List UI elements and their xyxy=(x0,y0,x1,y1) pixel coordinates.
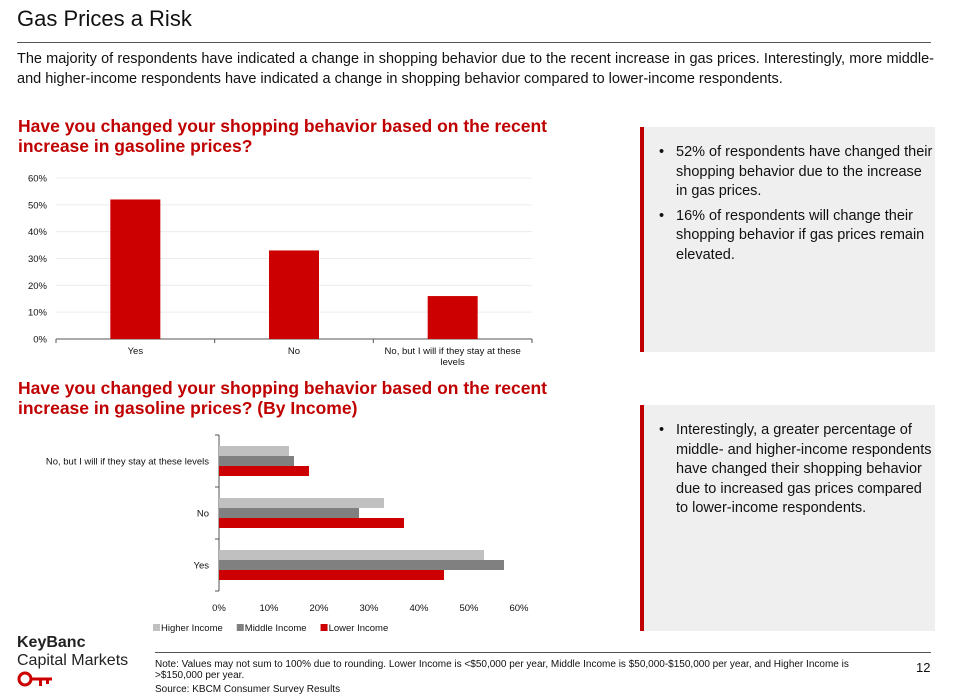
callout-income-bullet-1: Interestingly, a greater percentage of m… xyxy=(644,421,935,519)
page-title: Gas Prices a Risk xyxy=(17,6,192,31)
callout-overall-bullet-1: 52% of respondents have changed their sh… xyxy=(644,143,935,202)
legend-label-higher-income: Higher Income xyxy=(161,623,223,634)
callout-overall: 52% of respondents have changed their sh… xyxy=(640,127,935,352)
legend-label-lower-income: Lower Income xyxy=(329,623,389,634)
middle-income-bar xyxy=(219,508,359,518)
bar-2 xyxy=(269,250,319,339)
legend-swatch-higher-income xyxy=(153,624,160,631)
higher-income-bar xyxy=(219,498,384,508)
x-tick-label: 10% xyxy=(259,603,279,614)
title-divider xyxy=(17,42,931,43)
page-number: 12 xyxy=(916,660,931,675)
lower-income-bar xyxy=(219,466,309,476)
x-tick-label: 0% xyxy=(212,603,226,614)
y-tick-label: 10% xyxy=(28,308,48,319)
y-category-label: No, but I will if they stay at these lev… xyxy=(46,457,209,468)
x-tick-label: 60% xyxy=(509,603,529,614)
bar-1 xyxy=(110,199,161,339)
legend-label-middle-income: Middle Income xyxy=(245,623,307,634)
lower-income-bar xyxy=(219,570,444,580)
key-icon xyxy=(17,671,52,687)
callout-overall-bullet-2: 16% of respondents will change their sho… xyxy=(644,207,935,266)
lower-income-bar xyxy=(219,518,404,528)
callout-income: Interestingly, a greater percentage of m… xyxy=(640,405,935,631)
chart2-heading: Have you changed your shopping behavior … xyxy=(18,378,547,418)
overall-behavior-chart: 0% 10% 20% 30% 40% 50% 60% Yes No No, but I will … xyxy=(28,174,533,368)
x-tick-label: 20% xyxy=(309,603,329,614)
legend-swatch-middle-income xyxy=(236,624,244,631)
legend-swatch-lower-income xyxy=(320,624,328,631)
x-tick-label: 50% xyxy=(459,603,479,614)
y-tick-label: 20% xyxy=(28,281,48,292)
bar-3 xyxy=(427,296,478,339)
higher-income-bar xyxy=(219,446,289,456)
middle-income-bar xyxy=(219,456,294,466)
y-category-label: Yes xyxy=(194,561,210,572)
y-tick-label: 0% xyxy=(33,335,47,346)
y-tick-label: 30% xyxy=(28,254,48,265)
y-tick-label: 40% xyxy=(28,227,48,238)
logo-capital-markets: Capital Markets xyxy=(17,652,129,669)
middle-income-bar xyxy=(219,560,504,570)
x-category-label: No, but I will if they stay at these leve… xyxy=(385,346,521,368)
income-behavior-chart: No, but I will if they stay at these lev… xyxy=(46,434,529,634)
higher-income-bar xyxy=(219,550,484,560)
chart1-heading: Have you changed your shopping behavior … xyxy=(18,116,547,156)
y-tick-label: 50% xyxy=(28,200,48,211)
y-category-label: No xyxy=(197,509,209,520)
source-line: Source: KBCM Consumer Survey Results xyxy=(155,684,341,695)
logo-keybanc: KeyBanc xyxy=(17,634,86,651)
y-tick-label: 60% xyxy=(28,174,48,185)
x-tick-label: 40% xyxy=(409,603,429,614)
x-category-label: No xyxy=(288,346,300,357)
x-tick-label: 30% xyxy=(359,603,379,614)
x-category-label: Yes xyxy=(128,346,144,357)
footer-divider xyxy=(155,652,931,653)
intro-paragraph: The majority of respondents have indicat… xyxy=(17,51,934,87)
footnote: Note: Values may not sum to 100% due to … xyxy=(155,659,849,681)
